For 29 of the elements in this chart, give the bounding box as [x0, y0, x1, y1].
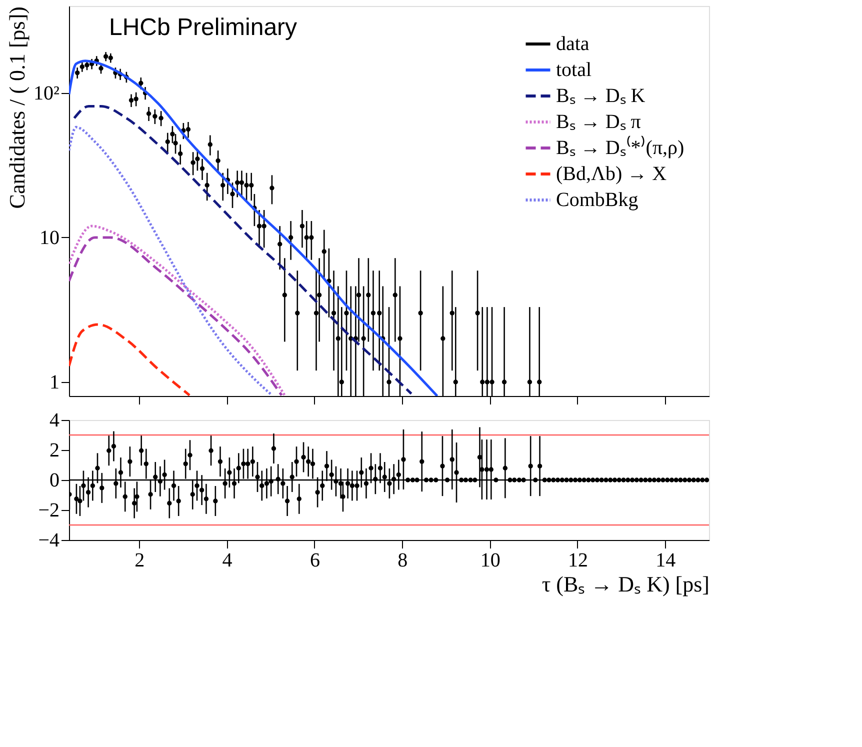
x-tick-label: 12 — [568, 550, 588, 572]
legend-label: (Bd,Λb) → X — [556, 163, 668, 185]
line-series — [69, 60, 438, 396]
y-tick-label: 0 — [50, 470, 60, 492]
y-tick-label: 10² — [34, 82, 60, 104]
y-tick-label: 4 — [50, 410, 60, 432]
y-tick-label: 2 — [50, 440, 60, 462]
legend-label: CombBkg — [556, 189, 638, 211]
y-tick-label: 10 — [40, 226, 60, 249]
x-tick-label: 2 — [134, 550, 145, 572]
legend-label: total — [556, 59, 592, 81]
annotation: LHCb Preliminary — [109, 14, 298, 41]
x-tick-label: 10 — [480, 550, 500, 572]
x-tick-label: 8 — [398, 550, 408, 572]
x-axis-title: τ (Bₛ → Dₛ K) [ps] — [542, 572, 710, 596]
legend-label: data — [556, 33, 590, 55]
y-tick-label: −4 — [38, 530, 60, 552]
line-series — [69, 126, 274, 396]
x-tick-label: 6 — [310, 550, 320, 572]
legend-label: Bₛ → Dₛ K — [556, 85, 646, 107]
legend-label: Bₛ → Dₛ⁽*⁾(π,ρ) — [556, 135, 684, 159]
legend-label: Bₛ → Dₛ π — [556, 111, 641, 133]
x-tick-label: 14 — [656, 550, 676, 572]
line-series — [73, 104, 413, 395]
line-series — [69, 323, 191, 396]
y-tick-label: −2 — [38, 500, 60, 522]
x-tick-label: 4 — [222, 550, 232, 572]
y-tick-label: 1 — [50, 371, 60, 394]
y-axis-title: Candidates / ( 0.1 [ps]) — [4, 6, 30, 209]
